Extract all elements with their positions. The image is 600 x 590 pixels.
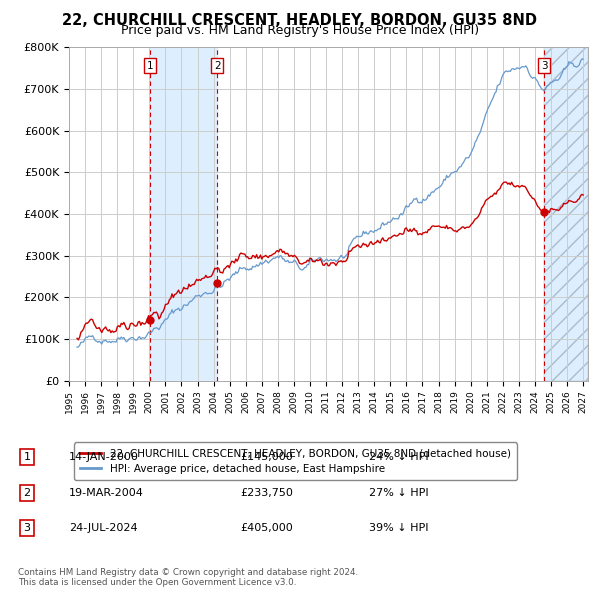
Text: 19-MAR-2004: 19-MAR-2004 [69, 488, 144, 497]
Text: 39% ↓ HPI: 39% ↓ HPI [369, 523, 428, 533]
Text: 2: 2 [214, 61, 220, 71]
Text: 24% ↓ HPI: 24% ↓ HPI [369, 453, 428, 462]
Text: £145,000: £145,000 [240, 453, 293, 462]
Text: 1: 1 [23, 453, 31, 462]
Text: 2: 2 [23, 488, 31, 497]
Text: £405,000: £405,000 [240, 523, 293, 533]
Text: £233,750: £233,750 [240, 488, 293, 497]
Bar [544, 47, 588, 381]
Text: 3: 3 [541, 61, 547, 71]
Text: 1: 1 [146, 61, 153, 71]
Legend: 22, CHURCHILL CRESCENT, HEADLEY, BORDON, GU35 8ND (detached house), HPI: Average: 22, CHURCHILL CRESCENT, HEADLEY, BORDON,… [74, 442, 517, 480]
Text: 14-JAN-2000: 14-JAN-2000 [69, 453, 139, 462]
Text: Price paid vs. HM Land Registry's House Price Index (HPI): Price paid vs. HM Land Registry's House … [121, 24, 479, 37]
Text: 3: 3 [23, 523, 31, 533]
Text: 22, CHURCHILL CRESCENT, HEADLEY, BORDON, GU35 8ND: 22, CHURCHILL CRESCENT, HEADLEY, BORDON,… [62, 13, 538, 28]
Text: 24-JUL-2024: 24-JUL-2024 [69, 523, 137, 533]
Text: Contains HM Land Registry data © Crown copyright and database right 2024.
This d: Contains HM Land Registry data © Crown c… [18, 568, 358, 587]
Text: 27% ↓ HPI: 27% ↓ HPI [369, 488, 428, 497]
Bar [150, 47, 217, 381]
